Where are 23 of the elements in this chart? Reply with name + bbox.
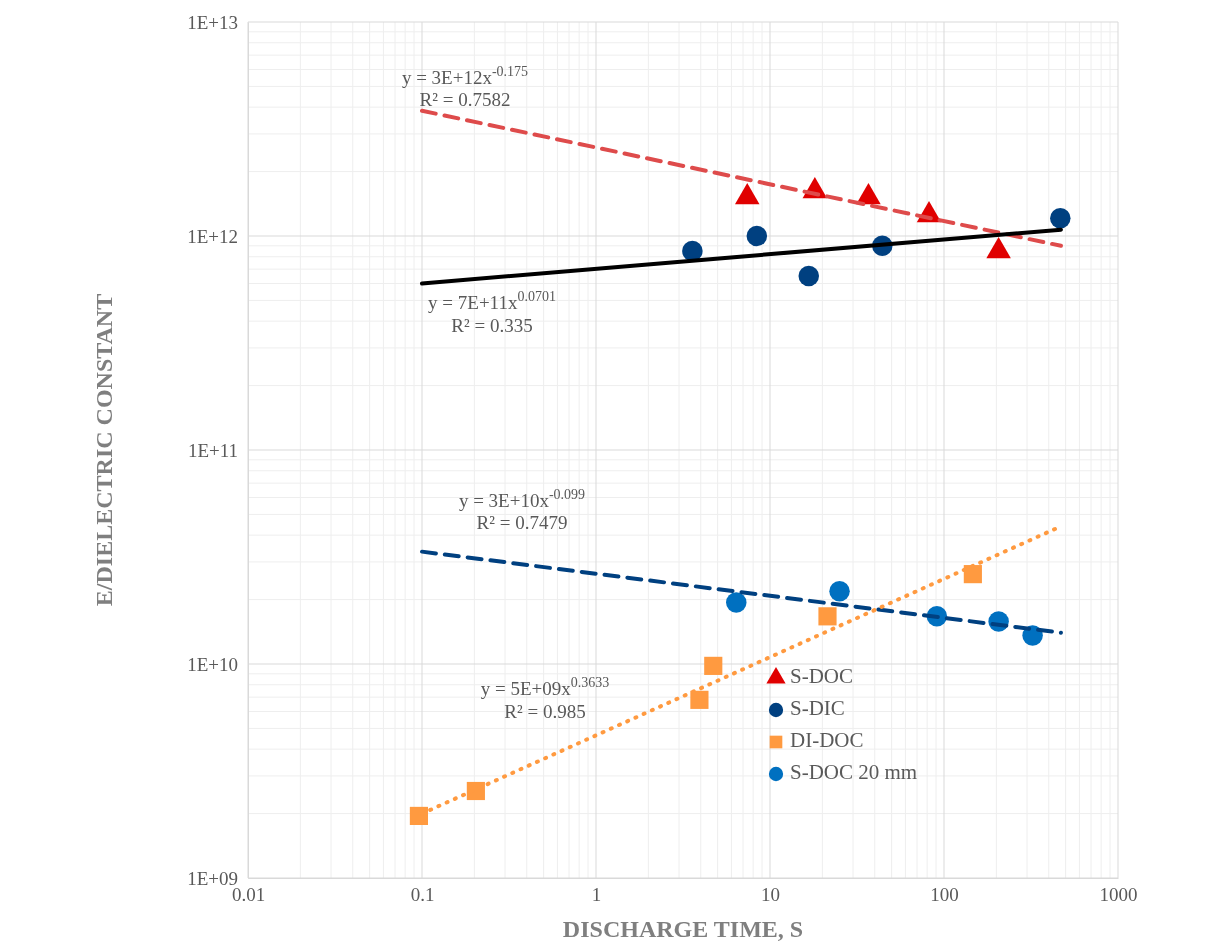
x-axis-title: DISCHARGE TIME, S: [562, 916, 804, 942]
x-tick-label: 100: [930, 884, 959, 906]
annotation: y = 7E+11x$^{0.0701}$: [428, 288, 556, 314]
x-tick-label: 1: [591, 884, 602, 906]
x-tick-label: 1000: [1099, 884, 1138, 906]
y-axis-title: E/DIELECTRIC CONSTANT: [91, 293, 117, 607]
annotation: y = 3E+10x$^{-0.099}$: [458, 486, 586, 512]
y-tick-label: 1E+12: [187, 225, 238, 247]
x-tick-label: 0.1: [410, 884, 435, 906]
annotation: R² = 0.7479: [476, 512, 568, 534]
annotation: y = 5E+09x$^{0.3633}$: [480, 674, 610, 700]
y-tick-label: 1E+11: [187, 439, 238, 461]
legend-label: DI-DOC: [790, 727, 864, 752]
annotation: R² = 0.335: [451, 315, 533, 337]
legend-label: S-DOC 20 mm: [790, 759, 918, 784]
legend-label: S-DIC: [790, 695, 845, 720]
x-tick-label: 10: [761, 884, 780, 906]
legend-label: S-DOC: [790, 663, 854, 688]
y-tick-label: 1E+10: [187, 653, 238, 675]
y-tick-label: 1E+13: [187, 11, 238, 33]
annotation: R² = 0.985: [504, 701, 586, 723]
annotation: R² = 0.7582: [419, 89, 511, 111]
annotation: y = 3E+12x$^{-0.175}$: [401, 63, 529, 89]
